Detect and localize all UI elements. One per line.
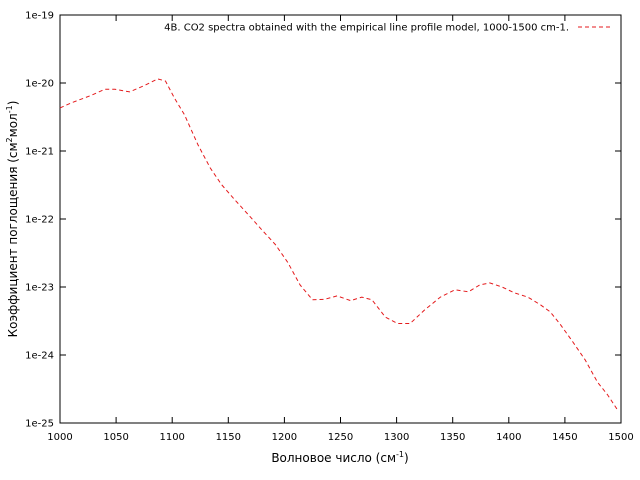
- y-axis-label: Коэффициент поглощения (см2мол-1): [5, 101, 20, 338]
- y-tick-label: 1e-21: [25, 147, 54, 158]
- x-axis-label: Волновое число (см-1): [271, 450, 408, 465]
- x-tick-label: 1300: [384, 432, 409, 443]
- x-tick-label: 1500: [608, 432, 633, 443]
- y-tick-label: 1e-20: [25, 79, 54, 90]
- y-label-part: Коэффициент поглощения (см: [6, 142, 20, 337]
- y-label-sup: -1: [5, 105, 14, 113]
- x-label-part: ): [404, 451, 409, 465]
- legend-label: 4B. CO2 spectra obtained with the empiri…: [164, 23, 569, 34]
- y-label-part: мол: [6, 113, 20, 137]
- x-tick-label: 1200: [272, 432, 297, 443]
- plot-frame: [59, 14, 622, 424]
- y-label-part: ): [6, 101, 20, 106]
- x-tick-label: 1450: [552, 432, 577, 443]
- x-label-sup: -1: [396, 450, 404, 459]
- y-tick-label: 1e-19: [25, 11, 54, 22]
- y-label-sup: 2: [5, 137, 14, 142]
- y-tick-label: 1e-24: [25, 351, 54, 362]
- x-tick-label: 1000: [47, 432, 72, 443]
- x-tick-label: 1400: [496, 432, 521, 443]
- data-line: [59, 78, 619, 411]
- x-label-part: Волновое число (см: [271, 451, 396, 465]
- y-tick-label: 1e-23: [25, 283, 54, 294]
- y-tick-label: 1e-22: [25, 215, 54, 226]
- x-tick-label: 1350: [440, 432, 465, 443]
- x-tick-label: 1050: [103, 432, 128, 443]
- x-tick-label: 1100: [159, 432, 184, 443]
- x-tick-label: 1150: [216, 432, 241, 443]
- y-tick-label: 1e-25: [25, 419, 54, 430]
- x-tick-label: 1250: [328, 432, 353, 443]
